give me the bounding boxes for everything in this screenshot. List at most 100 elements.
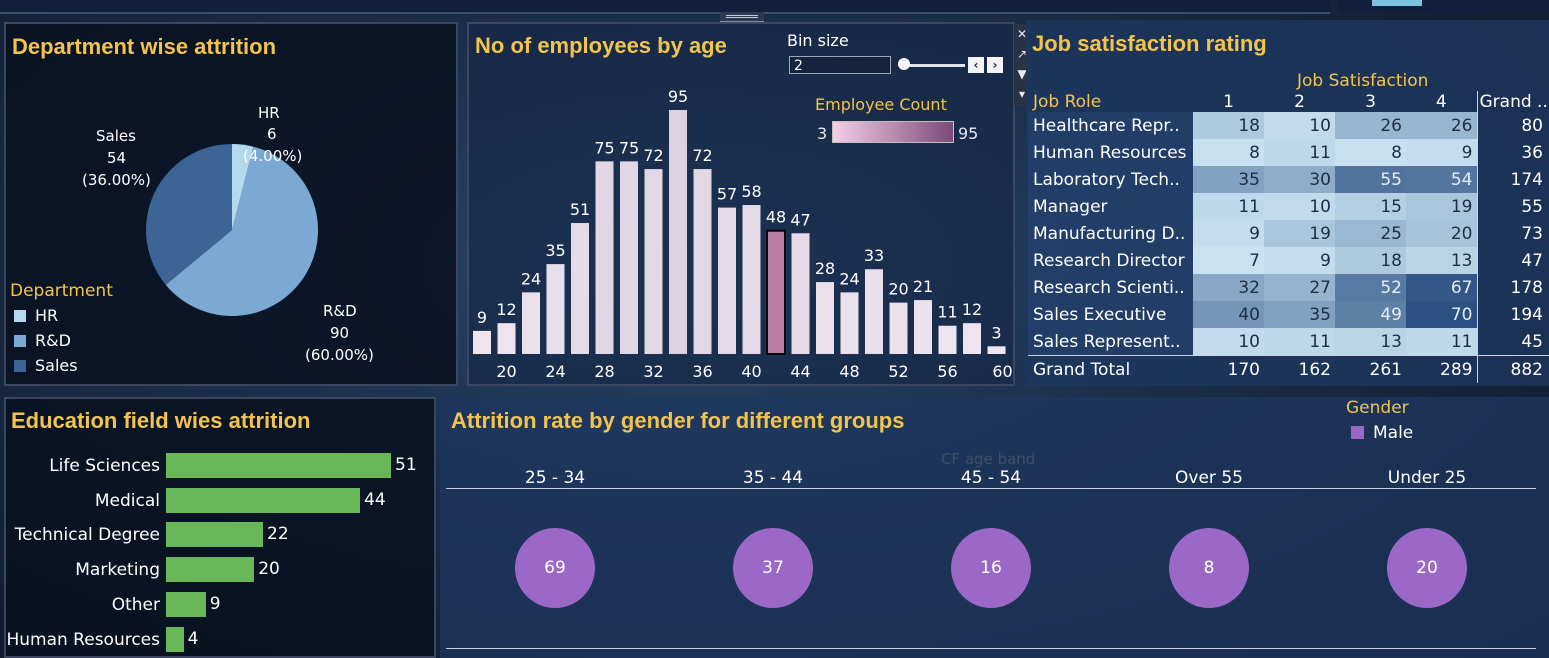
job-value-cell[interactable]: 8 [1193, 139, 1264, 166]
legend-item-male[interactable]: Male [1373, 423, 1414, 443]
job-value-cell[interactable]: 30 [1264, 166, 1335, 193]
pie-slice-hr[interactable] [232, 144, 254, 230]
education-bar[interactable] [166, 522, 264, 548]
attrition-circle[interactable]: 8 [1169, 528, 1249, 608]
legend-item-sales[interactable]: Sales [35, 356, 78, 375]
education-bar[interactable] [166, 626, 184, 652]
job-value-cell[interactable]: 9 [1264, 247, 1335, 274]
job-value-cell[interactable]: 11 [1406, 328, 1477, 356]
job-col-header: 4 [1435, 91, 1447, 112]
bin-size-input[interactable]: 2 [789, 56, 891, 74]
age-bar[interactable] [595, 161, 614, 354]
age-bar[interactable] [742, 205, 761, 354]
table-row: Human Resources 8 11 8 9 36 [1028, 139, 1549, 166]
bin-increment-button[interactable]: › [987, 57, 1003, 73]
age-bar[interactable] [497, 323, 516, 354]
job-value-cell[interactable]: 54 [1406, 166, 1477, 193]
attrition-circle[interactable]: 69 [515, 528, 595, 608]
age-bar[interactable] [889, 302, 908, 354]
job-value-cell[interactable]: 10 [1264, 112, 1335, 139]
job-value-cell[interactable]: 9 [1193, 220, 1264, 247]
job-value-cell[interactable]: 19 [1406, 193, 1477, 220]
age-bar[interactable] [644, 169, 663, 354]
more-options-icon[interactable]: ▾ [1018, 87, 1026, 101]
job-value-cell[interactable]: 26 [1335, 112, 1406, 139]
age-band-header: CF age band [941, 450, 1036, 468]
age-bar[interactable] [620, 161, 638, 354]
job-value-cell[interactable]: 13 [1406, 247, 1477, 274]
drag-handle[interactable] [720, 12, 764, 22]
filter-icon[interactable]: ▼ [1017, 67, 1027, 81]
age-bar[interactable] [987, 346, 1006, 354]
pie-slice-sales[interactable] [146, 144, 232, 285]
age-tick-label: 60 [992, 362, 1012, 381]
education-bar[interactable] [166, 557, 255, 583]
education-bar[interactable] [166, 453, 391, 478]
job-value-cell[interactable]: 7 [1193, 247, 1264, 274]
attrition-circle[interactable]: 20 [1387, 528, 1467, 608]
job-value-cell[interactable]: 20 [1406, 220, 1477, 247]
job-value-cell[interactable]: 13 [1335, 328, 1406, 356]
legend-item-hr[interactable]: HR [35, 306, 59, 325]
job-value-cell[interactable]: 10 [1193, 328, 1264, 356]
job-value-cell[interactable]: 27 [1264, 274, 1335, 301]
bin-size-slider-knob[interactable] [898, 58, 910, 70]
age-band-label: 45 - 54 [960, 468, 1022, 488]
job-value-cell[interactable]: 18 [1335, 247, 1406, 274]
age-bar[interactable] [766, 229, 786, 355]
education-bar[interactable] [166, 591, 206, 617]
age-bar[interactable] [693, 169, 712, 354]
attrition-circle[interactable]: 16 [951, 528, 1031, 608]
age-bar-label: 35 [545, 241, 565, 260]
job-value-cell[interactable]: 49 [1335, 301, 1406, 328]
age-bar[interactable] [669, 110, 687, 354]
job-value-cell[interactable]: 67 [1406, 274, 1477, 301]
legend-item-rd[interactable]: R&D [35, 331, 71, 350]
job-col-header: 3 [1365, 91, 1376, 112]
age-band-label: 25 - 34 [524, 468, 586, 488]
age-bar[interactable] [938, 325, 957, 354]
close-icon[interactable]: ✕ [1016, 27, 1028, 41]
top-pill[interactable] [1372, 0, 1422, 6]
age-bar[interactable] [963, 323, 981, 354]
job-value-cell[interactable]: 10 [1264, 193, 1335, 220]
age-bar[interactable] [546, 264, 565, 354]
job-value-cell[interactable]: 35 [1264, 301, 1335, 328]
age-bar[interactable] [571, 223, 589, 354]
pie-slice-rd[interactable] [165, 146, 318, 316]
age-bar[interactable] [718, 207, 736, 354]
age-bar[interactable] [522, 292, 540, 354]
table-row: Sales Represent.. 10 11 13 11 45 [1028, 328, 1549, 356]
job-value-cell[interactable]: 70 [1406, 301, 1477, 328]
age-bar-label: 95 [668, 87, 688, 106]
job-value-cell[interactable]: 18 [1193, 112, 1264, 139]
job-value-cell[interactable]: 55 [1335, 166, 1406, 193]
age-bar-label: 24 [521, 269, 541, 288]
job-value-cell[interactable]: 19 [1264, 220, 1335, 247]
job-value-cell[interactable]: 40 [1193, 301, 1264, 328]
education-bar[interactable] [166, 487, 361, 513]
job-value-cell[interactable]: 9 [1406, 139, 1477, 166]
job-value-cell[interactable]: 15 [1335, 193, 1406, 220]
expand-icon[interactable]: ↗ [1016, 47, 1028, 61]
age-bar[interactable] [840, 292, 859, 354]
job-value-cell[interactable]: 11 [1193, 193, 1264, 220]
table-row: Sales Executive 40 35 49 70 194 [1028, 301, 1549, 328]
bin-decrement-button[interactable]: ‹ [968, 57, 984, 73]
job-value-cell[interactable]: 8 [1335, 139, 1406, 166]
age-bar[interactable] [914, 300, 932, 354]
job-value-cell[interactable]: 25 [1335, 220, 1406, 247]
job-value-cell[interactable]: 32 [1193, 274, 1264, 301]
job-value-cell[interactable]: 11 [1264, 328, 1335, 356]
job-value-cell[interactable]: 52 [1335, 274, 1406, 301]
job-value-cell[interactable]: 35 [1193, 166, 1264, 193]
job-value-cell[interactable]: 26 [1406, 112, 1477, 139]
age-bar[interactable] [816, 282, 834, 354]
job-value-cell[interactable]: 11 [1264, 139, 1335, 166]
age-bar[interactable] [865, 269, 883, 354]
bin-size-slider-track[interactable] [901, 64, 965, 67]
education-bar-value: 22 [267, 524, 289, 545]
attrition-circle[interactable]: 37 [733, 528, 813, 608]
age-bar[interactable] [791, 233, 810, 354]
age-bar[interactable] [473, 330, 491, 354]
